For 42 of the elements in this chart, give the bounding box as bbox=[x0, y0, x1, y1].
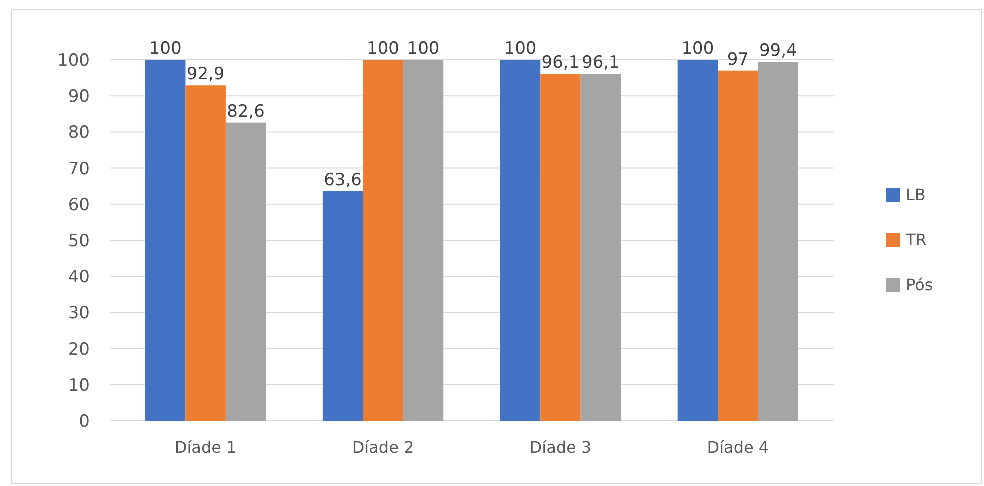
y-tick-label: 100 bbox=[58, 50, 90, 71]
legend-label: Pós bbox=[906, 276, 934, 295]
y-tick-label: 80 bbox=[68, 123, 90, 144]
bar bbox=[186, 86, 226, 421]
legend-label: TR bbox=[905, 230, 927, 250]
bar bbox=[363, 60, 404, 421]
data-label: 63,6 bbox=[324, 170, 362, 190]
bar bbox=[226, 122, 266, 421]
bar bbox=[500, 60, 541, 421]
bar bbox=[678, 60, 718, 421]
x-tick-label: Díade 1 bbox=[174, 438, 237, 457]
data-label: 92,9 bbox=[186, 64, 225, 85]
x-tick-label: Díade 3 bbox=[530, 438, 592, 457]
y-tick-label: 50 bbox=[68, 231, 90, 252]
y-tick-label: 10 bbox=[68, 376, 90, 396]
data-label: 96,1 bbox=[542, 53, 580, 74]
bar bbox=[580, 74, 622, 421]
bar bbox=[758, 62, 799, 421]
bar bbox=[322, 191, 364, 421]
data-label: 96,1 bbox=[582, 53, 620, 74]
y-tick-label: 90 bbox=[68, 87, 90, 108]
y-tick-label: 20 bbox=[68, 340, 90, 360]
y-tick-label: 30 bbox=[68, 304, 90, 324]
y-tick-label: 40 bbox=[68, 268, 90, 288]
legend-label: LB bbox=[906, 186, 926, 205]
data-label: 100 bbox=[504, 39, 537, 59]
bar bbox=[145, 60, 186, 421]
bar bbox=[718, 70, 758, 421]
y-tick-label: 70 bbox=[68, 159, 90, 180]
bar bbox=[403, 60, 444, 421]
data-label: 99,4 bbox=[759, 41, 798, 62]
y-tick-label: 60 bbox=[68, 195, 90, 216]
data-label: 97 bbox=[727, 50, 749, 70]
data-label: 100 bbox=[149, 39, 182, 59]
data-label: 100 bbox=[407, 39, 440, 59]
data-label: 100 bbox=[682, 39, 714, 59]
data-label: 100 bbox=[367, 39, 400, 59]
x-tick-label: Díade 2 bbox=[352, 438, 414, 457]
y-tick-label: 0 bbox=[79, 412, 90, 432]
bar bbox=[540, 74, 581, 421]
data-label: 82,6 bbox=[227, 102, 265, 122]
x-tick-label: Díade 4 bbox=[707, 438, 770, 457]
